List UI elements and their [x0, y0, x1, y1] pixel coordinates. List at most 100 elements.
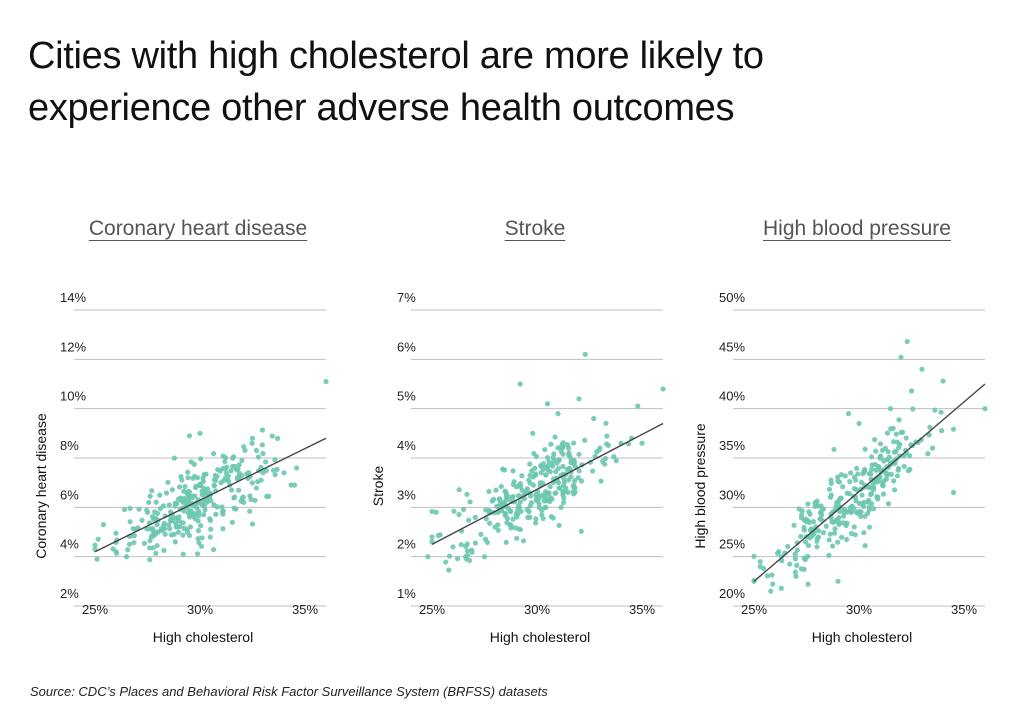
data-point — [801, 555, 807, 561]
source-note: Source: CDC’s Places and Behavioral Risk… — [30, 684, 548, 699]
data-point — [517, 381, 523, 387]
data-point — [868, 454, 875, 460]
data-point — [893, 448, 899, 455]
data-point — [437, 532, 443, 538]
data-point — [879, 447, 886, 453]
data-point — [840, 484, 846, 490]
data-point — [543, 472, 549, 478]
data-point — [806, 519, 813, 526]
data-point — [176, 514, 182, 520]
y-tick-label: 14% — [60, 290, 86, 305]
data-point — [929, 445, 936, 451]
data-point — [429, 508, 435, 515]
data-point — [149, 488, 155, 494]
data-point — [556, 457, 562, 463]
data-point — [180, 532, 186, 538]
data-point — [558, 445, 564, 451]
data-point — [498, 483, 504, 490]
data-point — [798, 566, 805, 572]
data-point — [827, 494, 834, 500]
data-point — [207, 534, 213, 540]
y-tick-label: 50% — [719, 290, 745, 305]
y-axis-label: High blood pressure — [692, 423, 708, 549]
data-point — [146, 499, 152, 506]
data-point — [502, 510, 508, 516]
data-point — [171, 455, 177, 461]
data-point — [180, 551, 186, 557]
data-point — [938, 409, 944, 415]
data-point — [141, 540, 148, 546]
data-point — [533, 520, 539, 526]
data-point — [548, 513, 554, 520]
chart-title-line-2: experience other adverse health outcomes — [28, 87, 735, 129]
data-point — [613, 458, 619, 464]
data-point — [903, 449, 909, 456]
x-tick-label: 30% — [524, 602, 550, 617]
y-tick-label: 4% — [60, 537, 79, 552]
data-point — [568, 474, 574, 480]
data-point — [803, 539, 809, 545]
data-point — [208, 526, 214, 532]
data-point — [862, 543, 868, 549]
data-point — [533, 492, 539, 498]
data-point — [769, 572, 775, 578]
data-point — [527, 461, 533, 467]
data-point — [224, 476, 231, 482]
data-point — [549, 496, 555, 502]
data-point — [198, 523, 204, 529]
data-point — [604, 433, 610, 439]
data-point — [195, 528, 202, 534]
data-point — [175, 529, 182, 535]
data-point — [478, 531, 484, 537]
data-point — [519, 487, 525, 493]
data-point — [547, 469, 553, 475]
data-point — [501, 467, 508, 473]
data-point — [223, 465, 229, 471]
data-point — [154, 521, 160, 528]
y-tick-label: 6% — [60, 487, 79, 502]
data-point — [575, 475, 581, 481]
data-point — [919, 366, 925, 372]
data-point — [570, 488, 576, 495]
data-point — [529, 468, 535, 474]
data-point — [872, 437, 878, 443]
data-point — [837, 496, 843, 503]
data-point — [794, 562, 800, 568]
data-point — [191, 503, 197, 509]
data-point — [639, 440, 645, 446]
scatter-stroke: 1% 2% 3% 4% 5% 6% 7% 25% 30% 35% High cholesterol S… — [370, 290, 666, 645]
data-point — [229, 519, 235, 525]
data-point — [873, 475, 880, 481]
data-point — [190, 475, 196, 481]
data-point — [576, 396, 582, 402]
data-point — [462, 543, 469, 549]
data-point — [582, 437, 588, 443]
data-point — [177, 495, 184, 501]
data-point — [192, 493, 198, 499]
data-point — [443, 559, 449, 565]
data-point — [793, 573, 799, 579]
data-point — [472, 514, 478, 521]
data-point — [527, 503, 533, 509]
data-point — [169, 487, 175, 493]
data-point — [835, 500, 841, 507]
data-point — [826, 537, 832, 543]
data-point — [144, 507, 150, 513]
data-point — [870, 481, 876, 488]
data-point — [199, 535, 205, 541]
data-point — [854, 465, 860, 471]
data-point — [544, 401, 551, 407]
data-point — [147, 526, 153, 532]
data-point — [446, 553, 453, 559]
data-point — [512, 525, 518, 531]
y-tick-label: 5% — [397, 389, 416, 404]
data-point — [851, 524, 857, 530]
data-point — [828, 480, 834, 486]
data-point — [95, 536, 101, 542]
data-point — [169, 516, 175, 523]
data-point — [757, 564, 763, 570]
data-point — [202, 507, 208, 513]
data-point — [198, 456, 204, 462]
data-point — [162, 531, 168, 537]
data-point — [910, 406, 916, 412]
